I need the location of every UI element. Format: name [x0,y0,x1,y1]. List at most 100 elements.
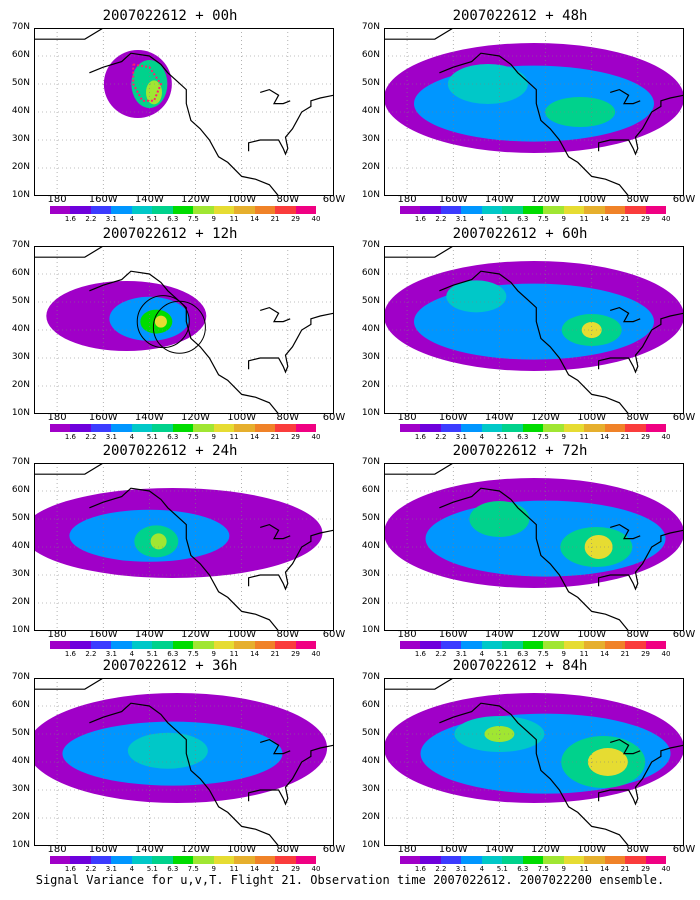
colorbar-label: 6.3 [517,433,529,441]
colorbar-swatch [111,424,132,432]
colorbar-label: 9 [211,650,216,658]
lon-tick-label: 100W [577,194,607,205]
lat-tick-label: 30N [11,569,30,579]
colorbar-label: 5.1 [496,215,508,223]
colorbar-label: 21 [270,865,280,873]
colorbar-label: 14 [600,433,610,441]
colorbar-label: 14 [600,215,610,223]
observation-circle [152,300,206,354]
map-plot [34,463,334,631]
colorbar-swatch [625,856,646,864]
colorbar-swatch [625,206,646,214]
lon-tick-label: 60W [672,629,696,640]
colorbar-swatch [234,206,255,214]
lat-tick-label: 20N [11,162,30,172]
colorbar [50,856,317,864]
coastline [248,94,334,156]
panel-title: 2007022612 + 72h [452,443,588,459]
colorbar [400,206,667,214]
map-plot [384,246,684,414]
colorbar-swatch [90,424,112,432]
coastline [248,312,334,374]
colorbar-label: 9 [561,215,566,223]
colorbar-label: 29 [291,215,300,223]
lon-tick-label: 180 [397,412,417,423]
coastline [610,738,641,755]
lon-tick-label: 80W [626,629,650,640]
colorbar-label: 29 [291,650,300,658]
colorbar-label: 5.1 [146,215,158,223]
colorbar-swatch [193,641,214,649]
colorbar-label: 40 [661,650,671,658]
colorbar-swatch [295,424,317,432]
colorbar-swatch [522,641,544,649]
lat-tick-label: 40N [361,324,380,334]
colorbar-label: 21 [620,215,630,223]
colorbar-label: 29 [291,865,300,873]
colorbar-swatch [645,424,667,432]
colorbar-label: 40 [661,865,671,873]
lat-tick-label: 70N [11,672,30,682]
colorbar-swatch [193,424,214,432]
colorbar-label: 7.5 [537,650,549,658]
lat-tick-label: 50N [11,78,30,88]
panel-24h: 2007022612 + 24h 70N 60N 50N 40N 30N 20N 10N 18… [0,443,346,658]
colorbar-label: 14 [250,650,260,658]
colorbar-label: 21 [620,650,630,658]
colorbar-swatch [131,424,153,432]
colorbar-label: 6.3 [167,865,179,873]
colorbar-swatch [295,206,317,214]
colorbar-label: 4 [479,433,485,441]
colorbar-swatch [502,424,523,432]
coastline [34,463,104,475]
colorbar-label: 14 [250,433,260,441]
colorbar-label: 9 [561,433,566,441]
panel-48h: 2007022612 + 48h 70N 60N 50N 40N 30N 20N 10N 18… [350,8,696,223]
coastline [598,312,684,374]
colorbar-swatch [502,206,523,214]
colorbar-swatch [522,424,544,432]
colorbar-swatch [522,206,544,214]
colorbar-label: 29 [641,215,650,223]
panel-60h: 2007022612 + 60h 70N 60N 50N 40N 30N 20N 10N 18… [350,226,696,441]
colorbar-swatch [543,206,564,214]
lat-tick-label: 10N [361,625,380,635]
colorbar-swatch [522,856,544,864]
colorbar-label: 21 [620,433,630,441]
lat-tick-label: 60N [11,700,30,710]
map-plot [384,28,684,196]
coastline [598,94,684,156]
lon-tick-label: 180 [47,412,67,423]
colorbar-swatch [604,641,626,649]
lat-tick-label: 60N [361,485,380,495]
panel-title: 2007022612 + 60h [452,226,588,242]
colorbar-swatch [461,856,482,864]
colorbar-swatch [275,424,296,432]
coastline [439,487,630,631]
lat-tick-label: 10N [11,408,30,418]
lon-tick-label: 100W [227,629,257,640]
lat-tick-label: 30N [361,134,380,144]
lat-tick-label: 20N [361,812,380,822]
colorbar-label: 4 [479,215,485,223]
colorbar-swatch [131,856,153,864]
lon-tick-label: 80W [276,629,300,640]
colorbar-swatch [400,206,421,214]
colorbar-swatch [172,206,194,214]
colorbar-swatch [111,856,132,864]
lon-tick-label: 160W [438,629,468,640]
colorbar-label: 7.5 [537,215,549,223]
panel-title: 2007022612 + 84h [452,658,588,674]
lat-tick-label: 20N [11,597,30,607]
panel-title: 2007022612 + 48h [452,8,588,24]
colorbar-swatch [440,641,462,649]
lon-tick-label: 120W [181,412,211,423]
lat-tick-label: 50N [361,728,380,738]
colorbar-swatch [440,424,462,432]
colorbar-swatch [604,206,626,214]
colorbar-swatch [461,424,482,432]
lon-tick-label: 60W [672,412,696,423]
lon-tick-label: 60W [322,629,346,640]
colorbar-label: 40 [311,650,321,658]
panel-title: 2007022612 + 12h [102,226,238,242]
